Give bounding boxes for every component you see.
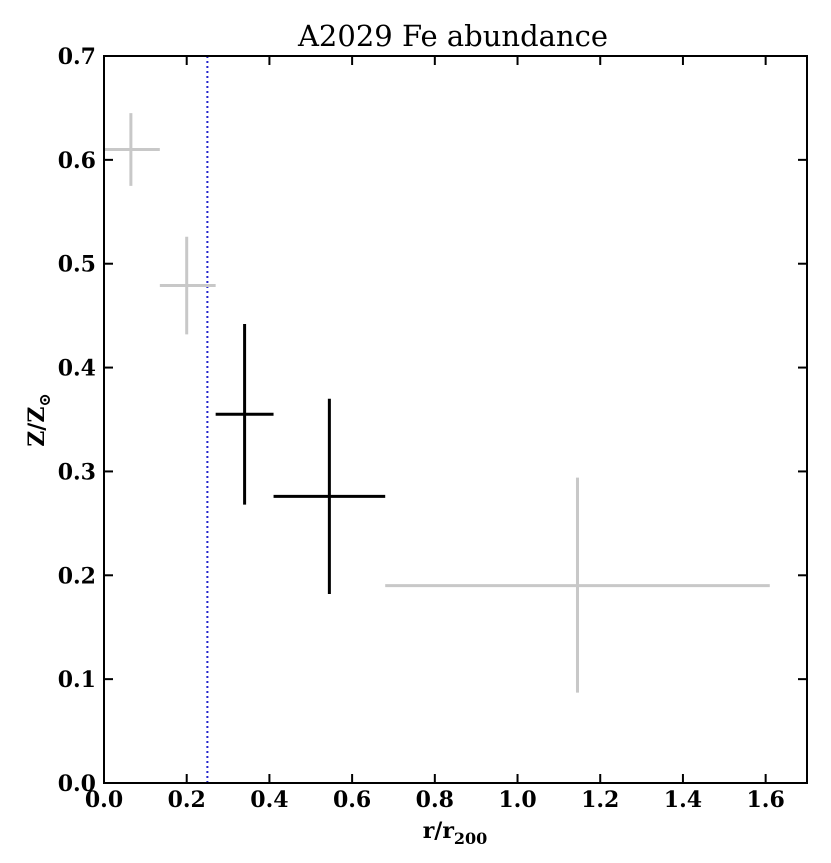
y-tick-label: 0.1 <box>58 667 96 693</box>
x-tick-label: 0.4 <box>250 787 288 813</box>
data-point-4 <box>385 477 770 693</box>
chart-title: A2029 Fe abundance <box>297 19 608 53</box>
chart-marks <box>104 56 770 783</box>
x-axis-label-main: r/r <box>423 818 455 844</box>
data-point-3 <box>273 398 386 594</box>
x-tick-label: 0.6 <box>333 787 371 813</box>
x-axis-label-subscript: 200 <box>454 829 487 848</box>
x-tick-label: 1.2 <box>581 787 619 813</box>
y-tick-label: 0.2 <box>58 563 96 589</box>
y-tick-label: 0.3 <box>58 459 96 485</box>
x-tick-label: 1.6 <box>747 787 785 813</box>
x-tick-label: 0.2 <box>168 787 206 813</box>
y-axis-label-main: Z/Z <box>24 407 50 447</box>
y-tick-label: 0.7 <box>58 44 96 70</box>
data-point-1 <box>159 236 216 335</box>
y-tick-label: 0.0 <box>58 771 96 797</box>
x-tick-label: 1.4 <box>664 787 702 813</box>
x-axis-label: r/r200 <box>423 818 488 848</box>
data-point-2 <box>215 323 274 505</box>
x-tick-label: 0.0 <box>85 787 123 813</box>
x-tick-label: 1.0 <box>498 787 536 813</box>
y-axis-label-subscript: ⊙ <box>35 393 54 406</box>
y-axis-label: Z/Z⊙ <box>24 393 54 447</box>
axis-ticks: 0.0 0.2 0.4 0.6 0.8 1.0 1.2 1.4 1.6 0.0 0.1 0.2 0.3 0… <box>58 44 807 813</box>
x-tick-label: 0.8 <box>416 787 454 813</box>
plot-frame <box>103 55 808 784</box>
y-tick-label: 0.5 <box>58 252 96 278</box>
y-tick-label: 0.4 <box>58 356 96 382</box>
data-point-0 <box>104 113 160 186</box>
y-tick-label: 0.6 <box>58 148 96 174</box>
